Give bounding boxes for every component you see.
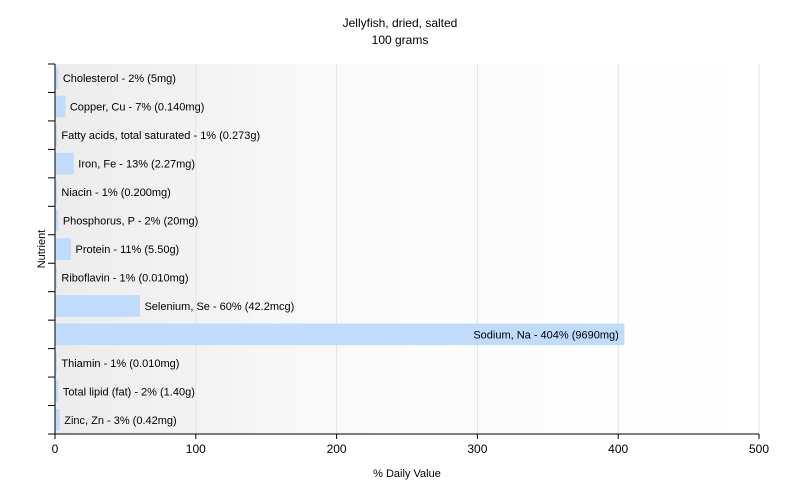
bar-label: Cholesterol - 2% (5mg): [63, 73, 176, 85]
bar-label: Sodium, Na - 404% (9690mg): [473, 329, 619, 341]
gridlines: [195, 64, 760, 434]
bar: [55, 380, 59, 403]
bar-label: Protein - 11% (5.50g): [75, 244, 179, 256]
bar: [55, 152, 74, 175]
x-tick-label: 200: [327, 442, 347, 456]
bar: [55, 266, 57, 289]
bar: [55, 95, 66, 118]
bar-label: Fatty acids, total saturated - 1% (0.273…: [61, 130, 260, 142]
plot-background: [55, 64, 759, 434]
x-axis-ticks: 0 100 200 300 400 500: [52, 434, 769, 456]
y-axis-ticks: [48, 63, 55, 435]
bar: [55, 124, 57, 146]
bar: [55, 408, 60, 431]
chart-subtitle: 100 grams: [372, 33, 429, 47]
x-tick-label: 100: [186, 442, 206, 456]
bar-label: Total lipid (fat) - 2% (1.40g): [63, 386, 195, 398]
x-tick-label: 300: [467, 442, 487, 456]
bar-label: Niacin - 1% (0.200mg): [61, 187, 170, 199]
x-tick-label: 500: [749, 442, 769, 456]
bar-label: Zinc, Zn - 3% (0.42mg): [64, 415, 176, 427]
bars: [55, 67, 625, 431]
bar-labels: Cholesterol - 2% (5mg) Copper, Cu - 7% (0…: [61, 73, 618, 427]
bar: [55, 67, 59, 90]
chart-title: Jellyfish, dried, salted: [343, 16, 458, 30]
bar: [55, 323, 625, 346]
x-tick-label: 400: [608, 442, 628, 456]
bar-label: Copper, Cu - 7% (0.140mg): [70, 102, 205, 114]
x-axis-title: % Daily Value: [373, 468, 441, 480]
bar-label: Selenium, Se - 60% (42.2mcg): [144, 301, 294, 313]
bar: [55, 181, 57, 203]
bar-label: Thiamin - 1% (0.010mg): [61, 358, 179, 370]
bar: [55, 238, 71, 260]
y-axis-title: Nutrient: [36, 230, 48, 269]
bar-label: Riboflavin - 1% (0.010mg): [61, 272, 188, 284]
bar: [55, 295, 140, 317]
bar-label: Phosphorus, P - 2% (20mg): [63, 216, 199, 228]
bar-label: Iron, Fe - 13% (2.27mg): [78, 159, 195, 171]
bar: [55, 352, 57, 374]
bar: [55, 209, 59, 232]
x-tick-label: 0: [52, 442, 59, 456]
